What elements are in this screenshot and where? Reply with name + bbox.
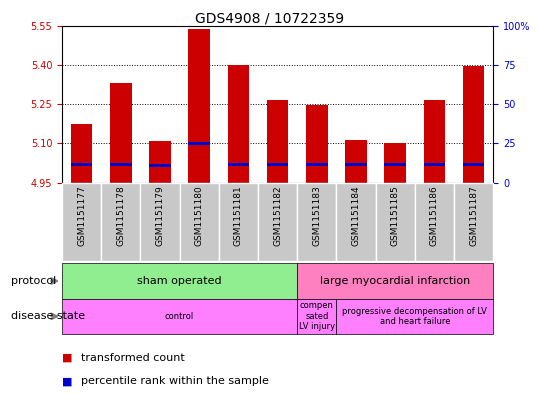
Text: GSM1151177: GSM1151177 [77, 185, 86, 246]
Bar [258, 183, 297, 261]
Bar [149, 164, 171, 167]
Bar [71, 163, 92, 166]
Text: transformed count: transformed count [81, 353, 184, 363]
Bar [227, 163, 249, 166]
Bar [376, 183, 415, 261]
Text: GDS4908 / 10722359: GDS4908 / 10722359 [195, 12, 344, 26]
Bar [71, 124, 92, 183]
Text: GSM1151186: GSM1151186 [430, 185, 439, 246]
Text: large myocardial infarction: large myocardial infarction [320, 276, 471, 286]
Bar [454, 183, 493, 261]
Text: ■: ■ [62, 353, 72, 363]
Text: progressive decompensation of LV
and heart failure: progressive decompensation of LV and hea… [342, 307, 487, 326]
Bar [336, 299, 493, 334]
Text: GSM1151187: GSM1151187 [469, 185, 478, 246]
Bar [267, 100, 288, 183]
Bar [101, 183, 140, 261]
Text: GSM1151184: GSM1151184 [351, 185, 361, 246]
Bar [62, 263, 297, 299]
Bar [227, 65, 249, 183]
Text: GSM1151185: GSM1151185 [391, 185, 400, 246]
Bar [297, 299, 336, 334]
Bar [297, 183, 336, 261]
Text: percentile rank within the sample: percentile rank within the sample [81, 376, 269, 386]
Text: sham operated: sham operated [137, 276, 222, 286]
Bar [306, 163, 328, 166]
Bar [149, 141, 171, 183]
Bar [384, 163, 406, 166]
Text: ■: ■ [62, 376, 72, 386]
Bar [415, 183, 454, 261]
Bar [219, 183, 258, 261]
Bar [345, 140, 367, 183]
Text: GSM1151180: GSM1151180 [195, 185, 204, 246]
Text: compen
sated
LV injury: compen sated LV injury [299, 301, 335, 331]
Text: control: control [165, 312, 194, 321]
Text: GSM1151183: GSM1151183 [312, 185, 321, 246]
Bar [424, 163, 445, 166]
Bar [189, 29, 210, 183]
Bar [110, 83, 132, 183]
Text: GSM1151181: GSM1151181 [234, 185, 243, 246]
Bar [345, 163, 367, 166]
Bar [306, 105, 328, 183]
Text: protocol: protocol [11, 276, 56, 286]
Text: GSM1151182: GSM1151182 [273, 185, 282, 246]
Bar [179, 183, 219, 261]
Bar [189, 142, 210, 145]
Text: GSM1151179: GSM1151179 [155, 185, 164, 246]
Text: disease state: disease state [11, 311, 85, 321]
Bar [336, 183, 376, 261]
Text: GSM1151178: GSM1151178 [116, 185, 125, 246]
Bar [463, 66, 485, 183]
Bar [140, 183, 179, 261]
Bar [62, 299, 297, 334]
Bar [62, 183, 101, 261]
Bar [463, 163, 485, 166]
Bar [267, 163, 288, 166]
Bar [384, 143, 406, 183]
Bar [297, 263, 493, 299]
Bar [110, 163, 132, 166]
Bar [424, 100, 445, 183]
